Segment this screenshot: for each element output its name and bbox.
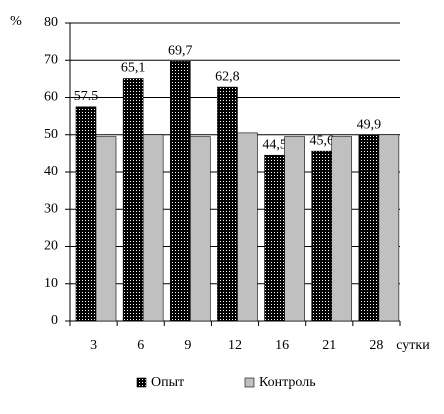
bar xyxy=(311,150,333,322)
data-label: 65,1 xyxy=(121,61,146,76)
bar xyxy=(122,78,144,322)
data-label: 62,8 xyxy=(215,69,240,84)
bar xyxy=(358,134,380,322)
y-tick-label: 80 xyxy=(44,15,58,30)
bar xyxy=(264,154,285,322)
data-label: 69,7 xyxy=(168,44,193,59)
data-label: 49,9 xyxy=(357,117,382,132)
y-tick-label: 30 xyxy=(44,201,58,216)
y-tick-label: 10 xyxy=(44,276,58,291)
bar xyxy=(237,132,258,322)
bar xyxy=(189,136,211,322)
legend-swatch xyxy=(136,377,147,388)
y-tick-label: 70 xyxy=(44,52,58,67)
bar xyxy=(331,136,353,322)
x-axis-label: сутки xyxy=(396,338,430,353)
y-axis-label: % xyxy=(10,14,22,29)
x-tick-label: 12 xyxy=(228,338,242,353)
legend-label: Опыт xyxy=(151,375,184,390)
bar xyxy=(142,134,164,322)
bar xyxy=(217,86,238,322)
x-tick-label: 21 xyxy=(322,338,336,353)
data-label: 45,6 xyxy=(309,133,334,148)
bar xyxy=(378,134,400,322)
legend-swatch xyxy=(244,377,255,388)
data-label: 57.5 xyxy=(74,89,99,104)
x-tick-label: 9 xyxy=(184,338,191,353)
x-tick-label: 3 xyxy=(90,338,97,353)
x-tick-label: 6 xyxy=(137,338,144,353)
y-tick-label: 20 xyxy=(44,239,58,254)
bar xyxy=(284,136,305,322)
data-label: 44,5 xyxy=(262,137,287,152)
legend-label: Контроль xyxy=(259,375,316,390)
bar xyxy=(75,106,97,322)
bar xyxy=(169,61,191,322)
y-tick-label: 0 xyxy=(51,313,58,328)
bar xyxy=(95,136,117,322)
y-tick-label: 60 xyxy=(44,90,58,105)
y-tick-label: 50 xyxy=(44,127,58,142)
y-tick-label: 40 xyxy=(44,164,58,179)
x-tick-label: 16 xyxy=(275,338,289,353)
x-tick-label: 28 xyxy=(369,338,383,353)
